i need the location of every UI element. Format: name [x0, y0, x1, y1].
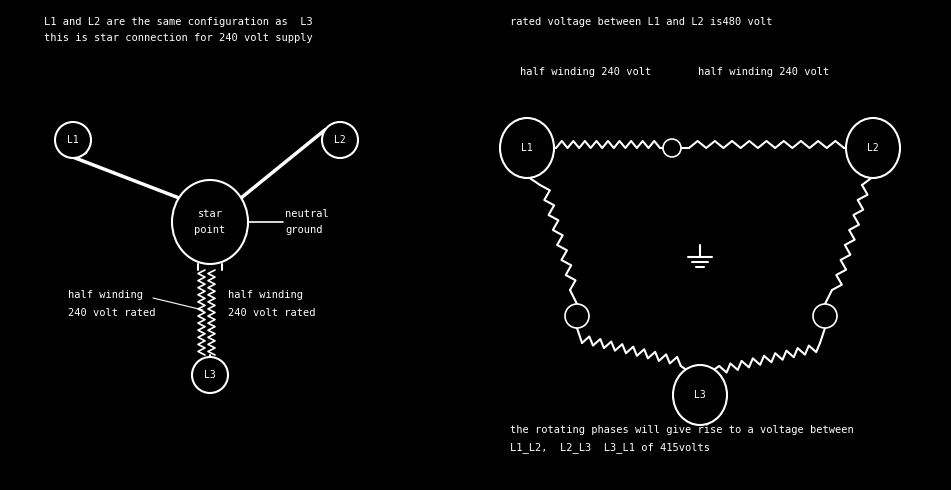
Text: half winding 240 volt: half winding 240 volt — [698, 67, 829, 77]
Text: star: star — [198, 209, 223, 219]
Ellipse shape — [500, 118, 554, 178]
Text: L1: L1 — [521, 143, 533, 153]
Circle shape — [192, 357, 228, 393]
Text: half winding 240 volt: half winding 240 volt — [520, 67, 651, 77]
Text: this is star connection for 240 volt supply: this is star connection for 240 volt sup… — [44, 33, 313, 43]
Text: half winding: half winding — [228, 290, 303, 300]
Text: L1_L2,  L2_L3  L3_L1 of 415volts: L1_L2, L2_L3 L3_L1 of 415volts — [510, 442, 710, 453]
Text: point: point — [194, 225, 225, 235]
Text: rated voltage between L1 and L2 is480 volt: rated voltage between L1 and L2 is480 vo… — [510, 17, 772, 27]
Circle shape — [322, 122, 358, 158]
Text: L2: L2 — [867, 143, 879, 153]
Ellipse shape — [172, 180, 248, 264]
Ellipse shape — [673, 365, 727, 425]
Text: L3: L3 — [204, 370, 216, 380]
Circle shape — [663, 139, 681, 157]
Text: L1 and L2 are the same configuration as  L3: L1 and L2 are the same configuration as … — [44, 17, 313, 27]
Text: ground: ground — [285, 225, 322, 235]
Text: half winding: half winding — [68, 290, 143, 300]
Text: neutral: neutral — [285, 209, 329, 219]
Text: 240 volt rated: 240 volt rated — [68, 308, 156, 318]
Text: L1: L1 — [68, 135, 79, 145]
Circle shape — [55, 122, 91, 158]
Text: 240 volt rated: 240 volt rated — [228, 308, 316, 318]
Text: L2: L2 — [334, 135, 346, 145]
Circle shape — [813, 304, 837, 328]
Text: L3: L3 — [694, 390, 706, 400]
Ellipse shape — [846, 118, 900, 178]
Circle shape — [565, 304, 589, 328]
Text: the rotating phases will give rise to a voltage between: the rotating phases will give rise to a … — [510, 425, 854, 435]
